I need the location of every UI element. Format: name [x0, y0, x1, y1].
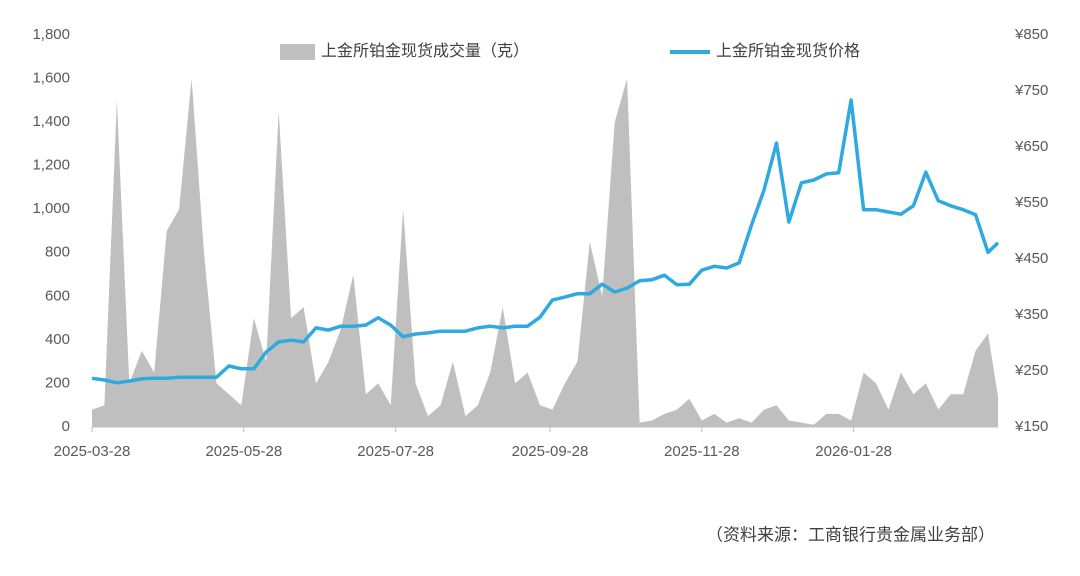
volume-area	[92, 78, 998, 427]
y-tick-label: 1,600	[32, 70, 70, 87]
x-tick-label: 2025-03-28	[54, 443, 131, 460]
price-line	[91, 98, 1000, 385]
y-tick-label: 1,000	[32, 200, 70, 217]
y-tick-label: 600	[45, 287, 70, 304]
y2-tick-label: ¥550	[1014, 194, 1048, 211]
y-tick-label: 200	[45, 374, 70, 391]
y2-tick-label: ¥450	[1014, 250, 1048, 267]
x-tick-label: 2025-07-28	[357, 443, 434, 460]
y2-tick-label: ¥750	[1014, 82, 1048, 99]
y2-tick-label: ¥650	[1014, 138, 1048, 155]
x-tick-label: 2026-01-28	[815, 443, 892, 460]
y2-tick-label: ¥850	[1014, 26, 1048, 43]
x-tick-label: 2025-05-28	[205, 443, 282, 460]
x-tick-label: 2025-09-28	[512, 443, 589, 460]
y-tick-label: 1,200	[32, 157, 70, 174]
y2-tick-label: ¥350	[1014, 306, 1048, 323]
y-tick-label: 800	[45, 244, 70, 261]
legend-label: 上金所铂金现货价格	[716, 42, 860, 60]
y-tick-label: 1,800	[32, 26, 70, 43]
y2-tick-label: ¥250	[1014, 362, 1048, 379]
y2-tick-label: ¥150	[1014, 418, 1048, 435]
legend-swatch	[280, 44, 315, 60]
y-tick-label: 1,400	[32, 113, 70, 130]
legend-label: 上金所铂金现货成交量（克）	[321, 42, 529, 60]
y-tick-label: 400	[45, 331, 70, 348]
y-tick-label: 0	[62, 418, 70, 435]
x-tick-label: 2025-11-28	[664, 443, 740, 460]
source-note: （资料来源：工商银行贵金属业务部）	[706, 525, 995, 544]
